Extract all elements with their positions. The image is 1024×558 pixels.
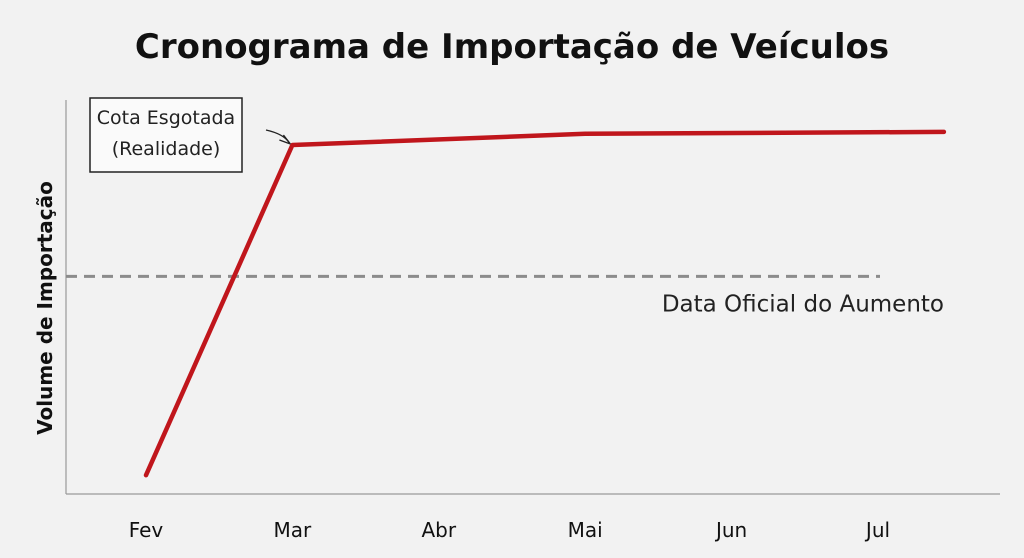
x-tick-label: Mai <box>568 518 603 542</box>
x-tick-label: Abr <box>421 518 456 542</box>
series-line-0 <box>143 129 947 478</box>
reference-line-label: Data Oficial do Aumento <box>662 291 944 317</box>
annotation-text: Cota Esgotada <box>97 107 235 129</box>
axes <box>65 100 1000 495</box>
annotation-text: (Realidade) <box>112 138 221 160</box>
chart-title: Cronograma de Importação de Veículos <box>135 27 889 67</box>
x-tick-label: Jun <box>714 518 747 542</box>
x-tick-labels: Fev Mar Abr Mai Jun Jul <box>129 518 890 542</box>
x-tick-label: Fev <box>129 518 164 542</box>
annotation-arrowhead <box>279 134 291 145</box>
series-group <box>143 129 947 478</box>
x-tick-label: Jul <box>864 518 890 542</box>
annotation-box <box>89 97 243 173</box>
y-axis-label: Volume de Importação <box>33 181 57 435</box>
reference-line-group: Data Oficial do Aumento <box>66 274 944 317</box>
annotation-group: Cota Esgotada (Realidade) <box>89 97 291 173</box>
x-tick-label: Mar <box>274 518 313 542</box>
